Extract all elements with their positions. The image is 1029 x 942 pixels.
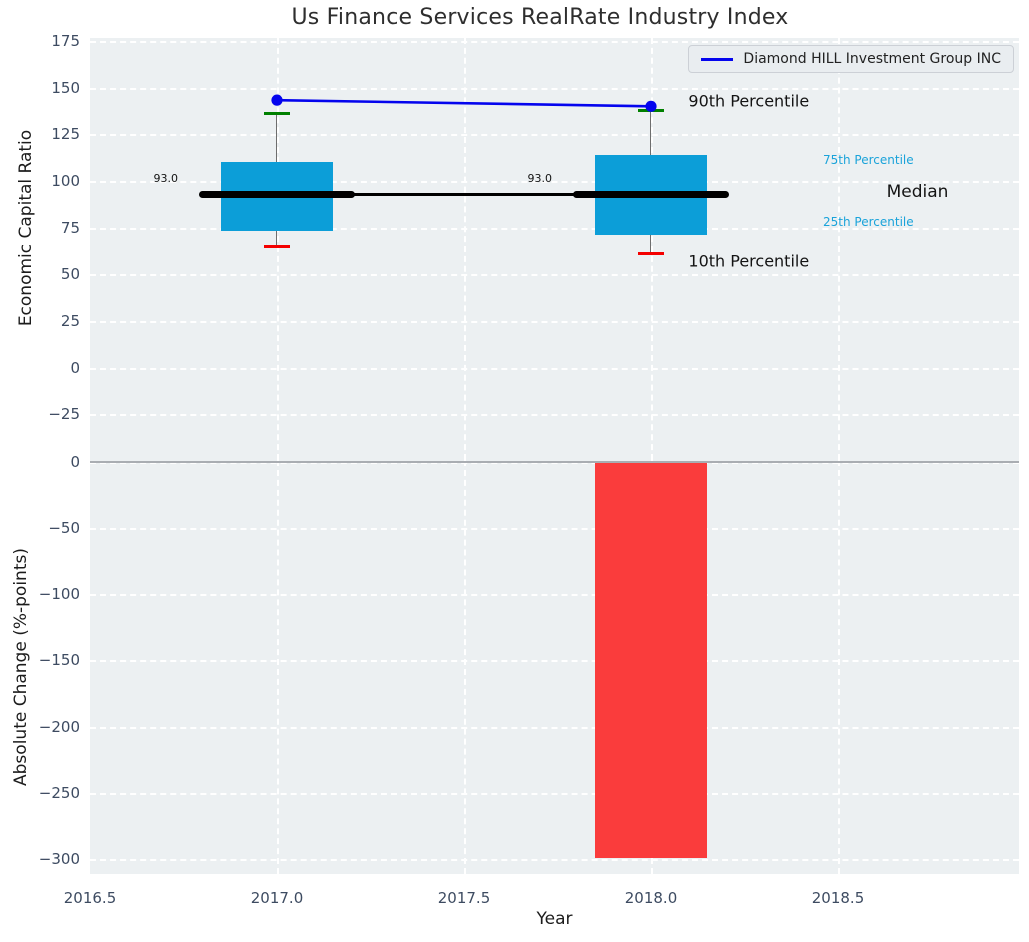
annotation-median: Median	[887, 182, 949, 202]
gridline-horizontal	[90, 321, 1019, 323]
gridline-vertical	[277, 38, 279, 460]
median-value-label-2017: 93.0	[90, 172, 178, 185]
y-tick-label-top: 50	[0, 265, 80, 283]
annotation-10th-percentile: 10th Percentile	[688, 252, 809, 271]
p90-cap-2017	[264, 112, 290, 115]
gridline-horizontal	[90, 594, 1019, 596]
y-tick-label-top: 25	[0, 312, 80, 330]
x-tick-label: 2017.0	[232, 889, 322, 907]
x-axis-label-year: Year	[90, 909, 1019, 929]
median-line-2017	[199, 191, 355, 198]
gridline-horizontal	[90, 88, 1019, 90]
gridline-vertical	[838, 460, 840, 874]
gridline-horizontal	[90, 727, 1019, 729]
gridline-horizontal	[90, 528, 1019, 530]
y-tick-label-bottom: 0	[0, 453, 80, 471]
annotation-90th-percentile: 90th Percentile	[688, 91, 809, 110]
y-tick-label-bottom: −200	[0, 718, 80, 736]
y-tick-label-bottom: −250	[0, 784, 80, 802]
x-tick-label: 2016.5	[45, 889, 135, 907]
median-value-label-2018: 93.0	[432, 172, 552, 185]
gridline-vertical	[277, 460, 279, 874]
top-axes-economic-capital-ratio: 93.0 93.0 90th Percentile 10th Percentile 75…	[90, 38, 1019, 460]
y-tick-label-top: 175	[0, 32, 80, 50]
x-tick-label: 2018.0	[606, 889, 696, 907]
y-tick-label-top: −25	[0, 405, 80, 423]
p90-cap-2018	[638, 109, 664, 112]
y-tick-label-top: 125	[0, 125, 80, 143]
y-tick-label-bottom: −100	[0, 585, 80, 603]
x-tick-label: 2017.5	[419, 889, 509, 907]
annotation-75th-percentile: 75th Percentile	[823, 153, 914, 167]
y-tick-label-bottom: −150	[0, 651, 80, 669]
chart-title: Us Finance Services RealRate Industry In…	[60, 5, 1020, 30]
gridline-horizontal	[90, 414, 1019, 416]
company-series-line	[90, 38, 1019, 460]
bottom-axes-absolute-change	[90, 460, 1019, 874]
x-tick-label: 2018.5	[793, 889, 883, 907]
gridline-horizontal	[90, 660, 1019, 662]
y-tick-label-bottom: −300	[0, 850, 80, 868]
change-bar-2018	[595, 462, 707, 858]
gridline-horizontal	[90, 274, 1019, 276]
gridline-horizontal	[90, 859, 1019, 861]
gridline-vertical	[464, 460, 466, 874]
y-tick-label-bottom: −50	[0, 519, 80, 537]
legend: Diamond HILL Investment Group INC	[688, 45, 1014, 73]
gridline-vertical	[838, 38, 840, 460]
gridline-horizontal	[90, 134, 1019, 136]
y-tick-label-top: 100	[0, 172, 80, 190]
median-line-2018	[573, 191, 729, 198]
legend-line-sample	[701, 58, 733, 61]
y-tick-label-top: 0	[0, 359, 80, 377]
legend-series-label: Diamond HILL Investment Group INC	[743, 51, 1001, 67]
p10-cap-2017	[264, 245, 290, 248]
gridline-vertical	[464, 38, 466, 460]
gridline-horizontal	[90, 793, 1019, 795]
y-tick-label-top: 150	[0, 79, 80, 97]
y-tick-label-top: 75	[0, 219, 80, 237]
gridline-horizontal	[90, 41, 1019, 43]
gridline-vertical	[651, 38, 653, 460]
p10-cap-2018	[638, 252, 664, 255]
annotation-25th-percentile: 25th Percentile	[823, 215, 914, 229]
gridline-horizontal	[90, 368, 1019, 370]
zero-reference-line	[90, 461, 1019, 463]
chart-figure: Us Finance Services RealRate Industry In…	[0, 0, 1029, 942]
